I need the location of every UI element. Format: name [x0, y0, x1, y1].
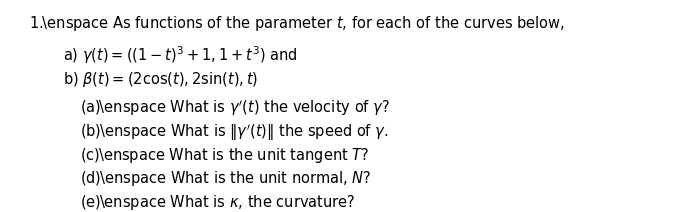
Text: b) $\beta(t) = (2\cos(t), 2\sin(t), t)$: b) $\beta(t) = (2\cos(t), 2\sin(t), t)$: [63, 70, 258, 89]
Text: (d)\enspace What is the unit normal, $N$?: (d)\enspace What is the unit normal, $N$…: [80, 169, 371, 188]
Text: (c)\enspace What is the unit tangent $T$?: (c)\enspace What is the unit tangent $T$…: [80, 146, 369, 165]
Text: (a)\enspace What is $\gamma'(t)$ the velocity of $\gamma$?: (a)\enspace What is $\gamma'(t)$ the vel…: [80, 99, 390, 119]
Text: (b)\enspace What is $\|\gamma'(t)\|$ the speed of $\gamma$.: (b)\enspace What is $\|\gamma'(t)\|$ the…: [80, 122, 389, 143]
Text: a) $\gamma(t) = ((1-t)^3+1, 1+t^3)$ and: a) $\gamma(t) = ((1-t)^3+1, 1+t^3)$ and: [63, 45, 298, 66]
Text: (e)\enspace What is $\kappa$, the curvature?: (e)\enspace What is $\kappa$, the curvat…: [80, 193, 355, 212]
Text: 1.\enspace As functions of the parameter $t$, for each of the curves below,: 1.\enspace As functions of the parameter…: [29, 14, 565, 33]
